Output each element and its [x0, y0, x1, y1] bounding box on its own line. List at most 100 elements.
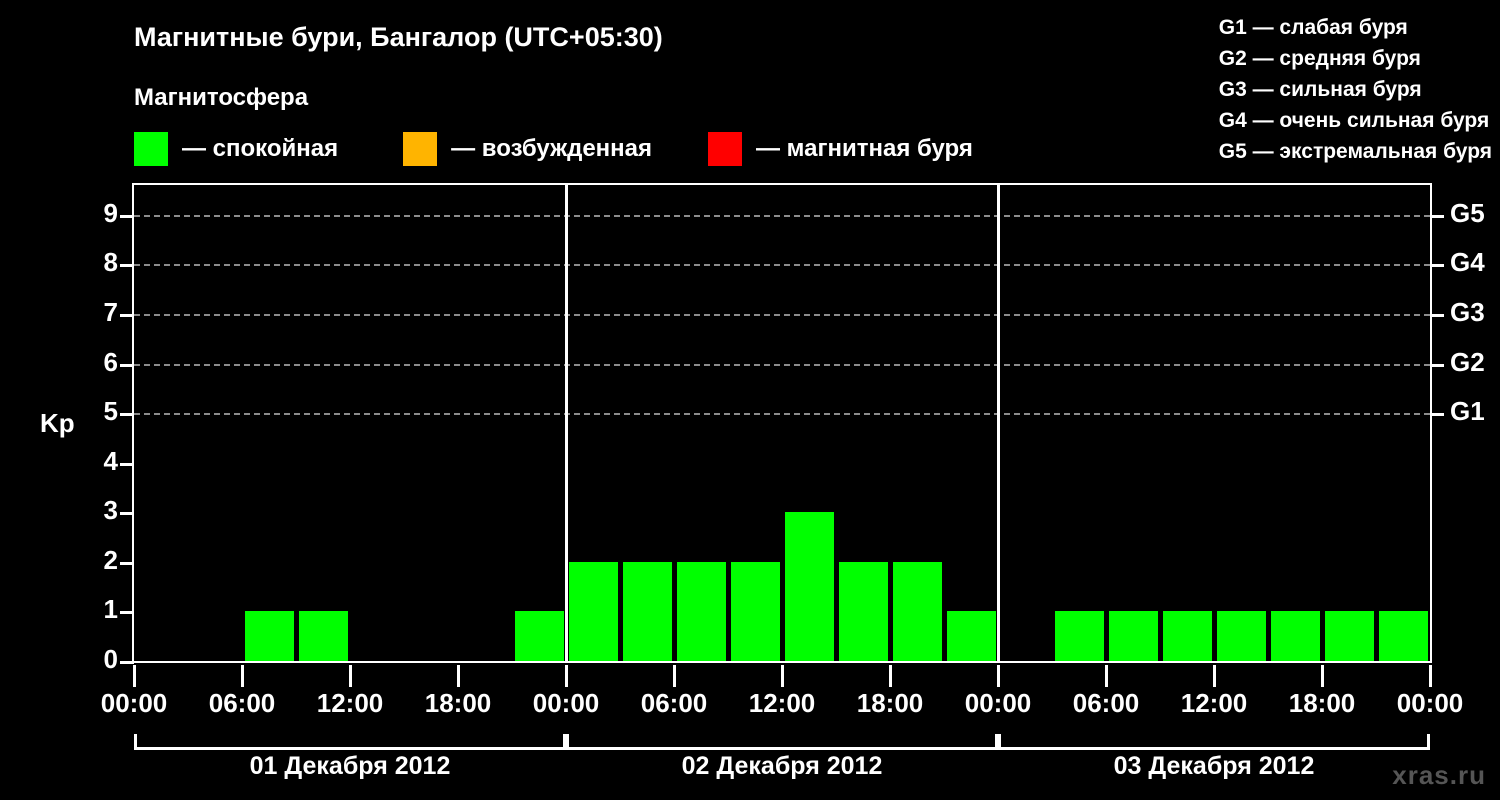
y-tick-label-4: 4	[103, 445, 118, 476]
x-axis-ticks	[132, 665, 1432, 687]
day-label-3: 03 Декабря 2012	[1113, 752, 1315, 780]
legend-label-quiet: — спокойная	[182, 135, 339, 162]
y-tick-4	[120, 462, 134, 466]
x-tick-label-7: 18:00	[856, 688, 924, 718]
y-tick-8	[120, 264, 134, 268]
bar	[946, 611, 996, 661]
x-tick-label-4: 00:00	[532, 688, 600, 718]
storm-legend-g3: G3 — сильная буря	[1218, 78, 1422, 101]
legend-item-unsettled: — возбужденная	[403, 132, 652, 166]
x-tick-6	[780, 665, 784, 687]
g-tick-G1	[1430, 413, 1444, 417]
bar	[838, 561, 888, 661]
bar	[784, 512, 834, 661]
x-tick-12	[1428, 665, 1432, 687]
bar	[730, 561, 780, 661]
day-label-2: 02 Декабря 2012	[681, 752, 883, 780]
y-tick-label-5: 5	[103, 396, 118, 427]
g-tick-label-G4: G4	[1450, 247, 1485, 278]
day-band-3	[998, 734, 1430, 750]
bar	[1216, 611, 1266, 661]
x-tick-label-0: 00:00	[100, 688, 168, 718]
legend-item-storm: — магнитная буря	[708, 132, 973, 166]
watermark: xras.ru	[1392, 760, 1486, 790]
day-band-1	[134, 734, 566, 750]
bar	[1054, 611, 1104, 661]
x-tick-label-8: 00:00	[964, 688, 1032, 718]
green-square-icon	[134, 132, 168, 166]
bar	[1378, 611, 1428, 661]
y-tick-label-3: 3	[103, 495, 118, 526]
bar	[1108, 611, 1158, 661]
kp-bar-chart-plot	[120, 183, 1444, 664]
x-tick-8	[996, 665, 1000, 687]
x-tick-label-5: 06:00	[640, 688, 708, 718]
storm-legend-g4: G4 — очень сильная буря	[1218, 109, 1490, 132]
legend-label-unsettled: — возбужденная	[451, 135, 653, 162]
bar	[568, 561, 618, 661]
y-tick-label-1: 1	[103, 594, 118, 625]
bar	[244, 611, 294, 661]
y-tick-label-7: 7	[103, 296, 118, 327]
day-band-2	[566, 734, 998, 750]
g-tick-G5	[1430, 214, 1444, 218]
storm-legend-g1: G1 — слабая буря	[1218, 16, 1408, 39]
x-tick-label-3: 18:00	[424, 688, 492, 718]
y-tick-3	[120, 512, 134, 516]
bar	[298, 611, 348, 661]
x-axis-labels: 00:00 06:00 12:00 18:00 00:00 06:00 12:00 18:00…	[0, 688, 1500, 722]
x-tick-1	[240, 665, 244, 687]
storm-scale-legend: G1 — слабая буря G2 — средняя буря G3 — …	[1219, 12, 1492, 167]
y-axis-title: Kp	[40, 408, 75, 438]
x-tick-label-12: 00:00	[1396, 688, 1464, 718]
legend-label-storm: — магнитная буря	[756, 135, 973, 162]
gridline-kp-9	[134, 214, 1430, 217]
x-tick-2	[348, 665, 352, 687]
g-tick-label-G5: G5	[1450, 197, 1485, 228]
bar	[892, 561, 942, 661]
y-tick-1	[120, 611, 134, 615]
g-tick-G2	[1430, 363, 1444, 367]
day-label-1: 01 Декабря 2012	[249, 752, 451, 780]
x-tick-11	[1320, 665, 1324, 687]
x-tick-10	[1212, 665, 1216, 687]
x-tick-3	[456, 665, 460, 687]
day-name-labels: 01 Декабря 2012 02 Декабря 2012 03 Декабря…	[132, 752, 1432, 792]
y-tick-label-6: 6	[103, 346, 118, 377]
storm-legend-g2: G2 — средняя буря	[1218, 47, 1421, 70]
x-tick-5	[672, 665, 676, 687]
plot-inner	[120, 185, 1444, 664]
y-tick-label-8: 8	[103, 247, 118, 278]
bar	[1270, 611, 1320, 661]
magnetosphere-heading: Магнитосфера	[134, 84, 309, 111]
g-tick-G3	[1430, 313, 1444, 317]
g-tick-label-G1: G1	[1450, 396, 1485, 427]
y-tick-7	[120, 313, 134, 317]
legend-item-quiet: — спокойная	[134, 132, 338, 166]
x-tick-label-11: 18:00	[1288, 688, 1356, 718]
storm-legend-g5: G5 — экстремальная буря	[1218, 140, 1492, 163]
x-tick-4	[564, 665, 568, 687]
g-tick-G4	[1430, 264, 1444, 268]
g-tick-label-G2: G2	[1450, 346, 1485, 377]
y-tick-label-2: 2	[103, 544, 118, 575]
y-tick-0	[120, 661, 134, 664]
y-tick-9	[120, 214, 134, 218]
x-tick-label-6: 12:00	[748, 688, 816, 718]
gridline-kp-8	[134, 264, 1430, 267]
x-tick-label-9: 06:00	[1072, 688, 1140, 718]
x-tick-0	[132, 665, 136, 687]
day-band-brackets	[132, 734, 1432, 750]
gridline-kp-7	[134, 313, 1430, 316]
y-tick-6	[120, 363, 134, 367]
x-tick-9	[1104, 665, 1108, 687]
red-square-icon	[708, 132, 743, 166]
y-tick-label-9: 9	[103, 197, 118, 228]
x-tick-7	[888, 665, 892, 687]
bar	[676, 561, 726, 661]
page-title: Магнитные бури, Бангалор (UTC+05:30)	[134, 22, 663, 52]
bar	[622, 561, 672, 661]
x-tick-label-1: 06:00	[208, 688, 276, 718]
y-tick-label-0: 0	[103, 644, 118, 674]
y-tick-5	[120, 413, 134, 417]
